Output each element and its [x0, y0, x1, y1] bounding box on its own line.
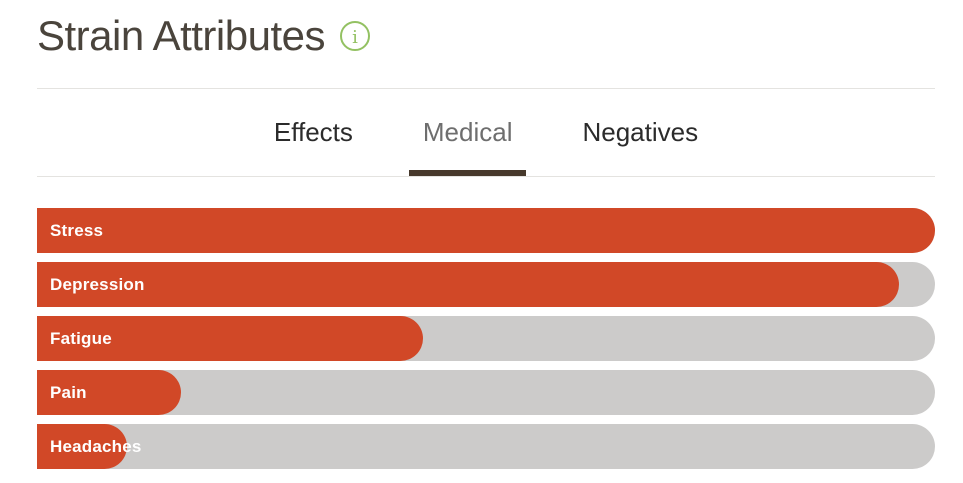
bar-track-headaches: Headaches [37, 424, 935, 469]
bar-label-depression: Depression [50, 274, 145, 294]
bar-fill-fatigue [37, 316, 424, 361]
bar-label-pain: Pain [50, 382, 87, 402]
tab-effects[interactable]: Effects [273, 117, 353, 147]
svg-text:i: i [352, 27, 358, 48]
bar-track-fatigue: Fatigue [37, 316, 935, 361]
bar-track-pain: Pain [37, 370, 935, 415]
bar-fill-headaches [37, 424, 127, 469]
tab-negatives[interactable]: Negatives [582, 117, 699, 147]
page-title: Strain Attributes [37, 12, 325, 59]
bar-label-stress: Stress [50, 220, 104, 240]
bar-track-stress: Stress [37, 208, 935, 253]
bar-fill-pain [37, 370, 181, 415]
tab-bar: Effects Medical Negatives [37, 89, 935, 177]
bar-label-fatigue: Fatigue [50, 328, 112, 348]
bar-fill-stress [37, 208, 935, 253]
bar-chart: Stress Depression Fatigue Pain Headaches [37, 208, 935, 469]
bar-label-headaches: Headaches [50, 436, 142, 456]
bar-fill-depression [37, 262, 900, 307]
info-icon[interactable]: i [339, 20, 371, 52]
header-divider [37, 88, 935, 89]
widget-header: Strain Attributes i [37, 0, 935, 64]
bar-track-depression: Depression [37, 262, 935, 307]
tab-medical[interactable]: Medical [409, 115, 527, 176]
